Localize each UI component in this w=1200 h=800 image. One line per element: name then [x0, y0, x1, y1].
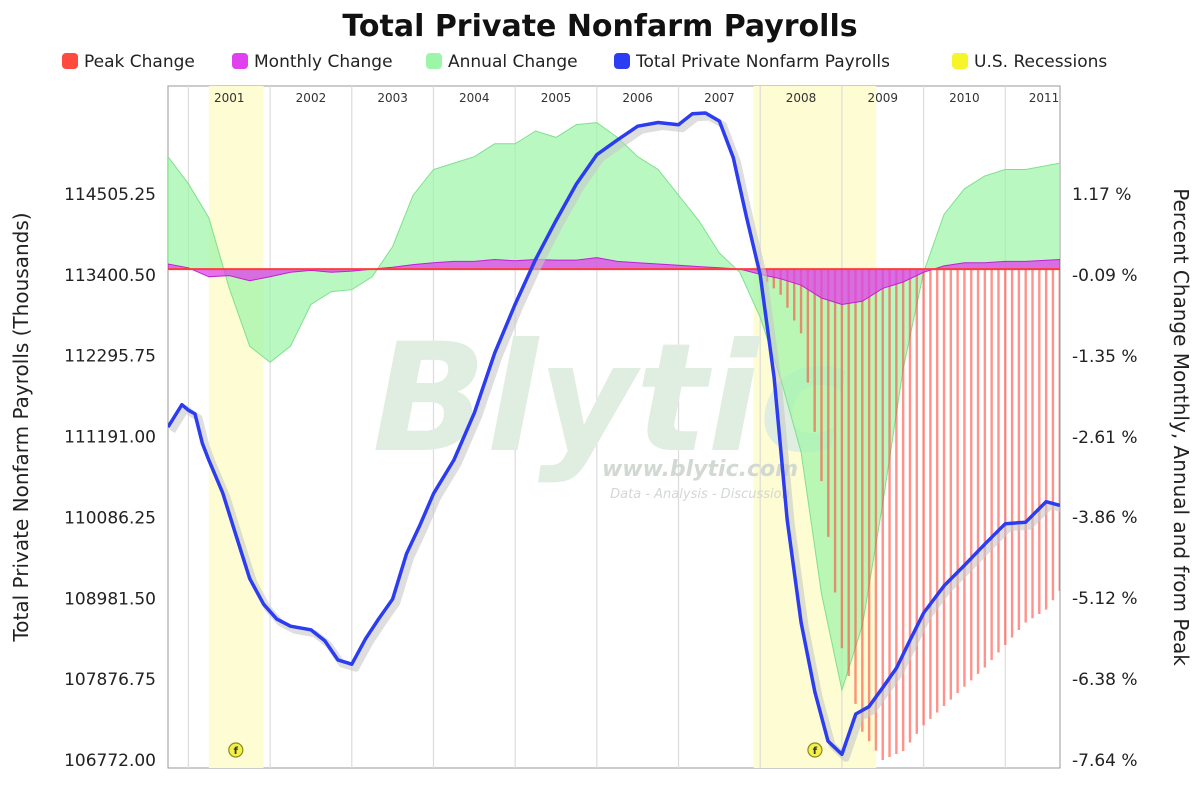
y-right-tick-label: -6.38 %: [1072, 670, 1138, 690]
legend-label: Annual Change: [448, 52, 578, 72]
y-left-tick-label: 112295.75: [64, 347, 156, 367]
year-label: 2011: [1029, 91, 1060, 105]
y-left-tick-label: 108981.50: [64, 589, 156, 609]
year-label: 2008: [786, 91, 817, 105]
y-left-tick-label: 114505.25: [64, 185, 156, 205]
y-left-tick-label: 106772.00: [64, 751, 156, 771]
year-label: 2007: [704, 91, 735, 105]
watermark-url: www.blytic.com: [602, 457, 798, 482]
y-right-axis-title: Percent Change Monthly, Annual and from …: [1169, 188, 1193, 666]
legend-swatch: [952, 53, 968, 69]
y-right-tick-label: -2.61 %: [1072, 428, 1138, 448]
legend-label: Monthly Change: [254, 52, 393, 72]
year-label: 2009: [867, 91, 898, 105]
y-left-tick-label: 113400.50: [64, 266, 156, 286]
legend-swatch: [62, 53, 78, 69]
legend-swatch: [614, 53, 630, 69]
year-label: 2002: [296, 91, 327, 105]
legend-label: Peak Change: [84, 52, 195, 72]
y-left-tick-label: 107876.75: [64, 670, 156, 690]
chart-title: Total Private Nonfarm Payrolls: [342, 9, 857, 44]
year-label: 2001: [214, 91, 245, 105]
recession-band: [208, 86, 264, 768]
year-label: 2010: [949, 91, 980, 105]
y-right-tick-label: 1.17 %: [1072, 185, 1131, 205]
y-left-tick-label: 111191.00: [64, 428, 156, 448]
y-right-tick-label: -1.35 %: [1072, 347, 1138, 367]
recession-marker-label: f: [813, 746, 818, 757]
recession-marker[interactable]: f: [807, 742, 823, 758]
y-right-tick-label: -3.86 %: [1072, 508, 1138, 528]
y-right-tick-label: -5.12 %: [1072, 589, 1138, 609]
y-left-axis-title: Total Private Nonfarm Payrolls (Thousand…: [9, 212, 33, 642]
legend-label: U.S. Recessions: [974, 52, 1107, 72]
recession-marker[interactable]: f: [228, 742, 244, 758]
legend: Peak Change Monthly Change Annual Change To…: [62, 52, 1107, 72]
watermark-tagline: Data - Analysis - Discussion: [610, 487, 790, 502]
year-label: 2004: [459, 91, 490, 105]
annual-change-area: [168, 122, 1060, 692]
year-label: 2003: [377, 91, 408, 105]
recession-marker-label: f: [234, 746, 239, 757]
payrolls-line: [168, 111, 1060, 757]
y-right-tick-label: -7.64 %: [1072, 751, 1138, 771]
legend-label: Total Private Nonfarm Payrolls: [635, 52, 890, 72]
year-label: 2006: [622, 91, 653, 105]
legend-swatch: [426, 53, 442, 69]
y-right-tick-label: -0.09 %: [1072, 266, 1138, 286]
y-left-tick-label: 110086.25: [64, 508, 156, 528]
legend-swatch: [232, 53, 248, 69]
year-label: 2005: [541, 91, 572, 105]
